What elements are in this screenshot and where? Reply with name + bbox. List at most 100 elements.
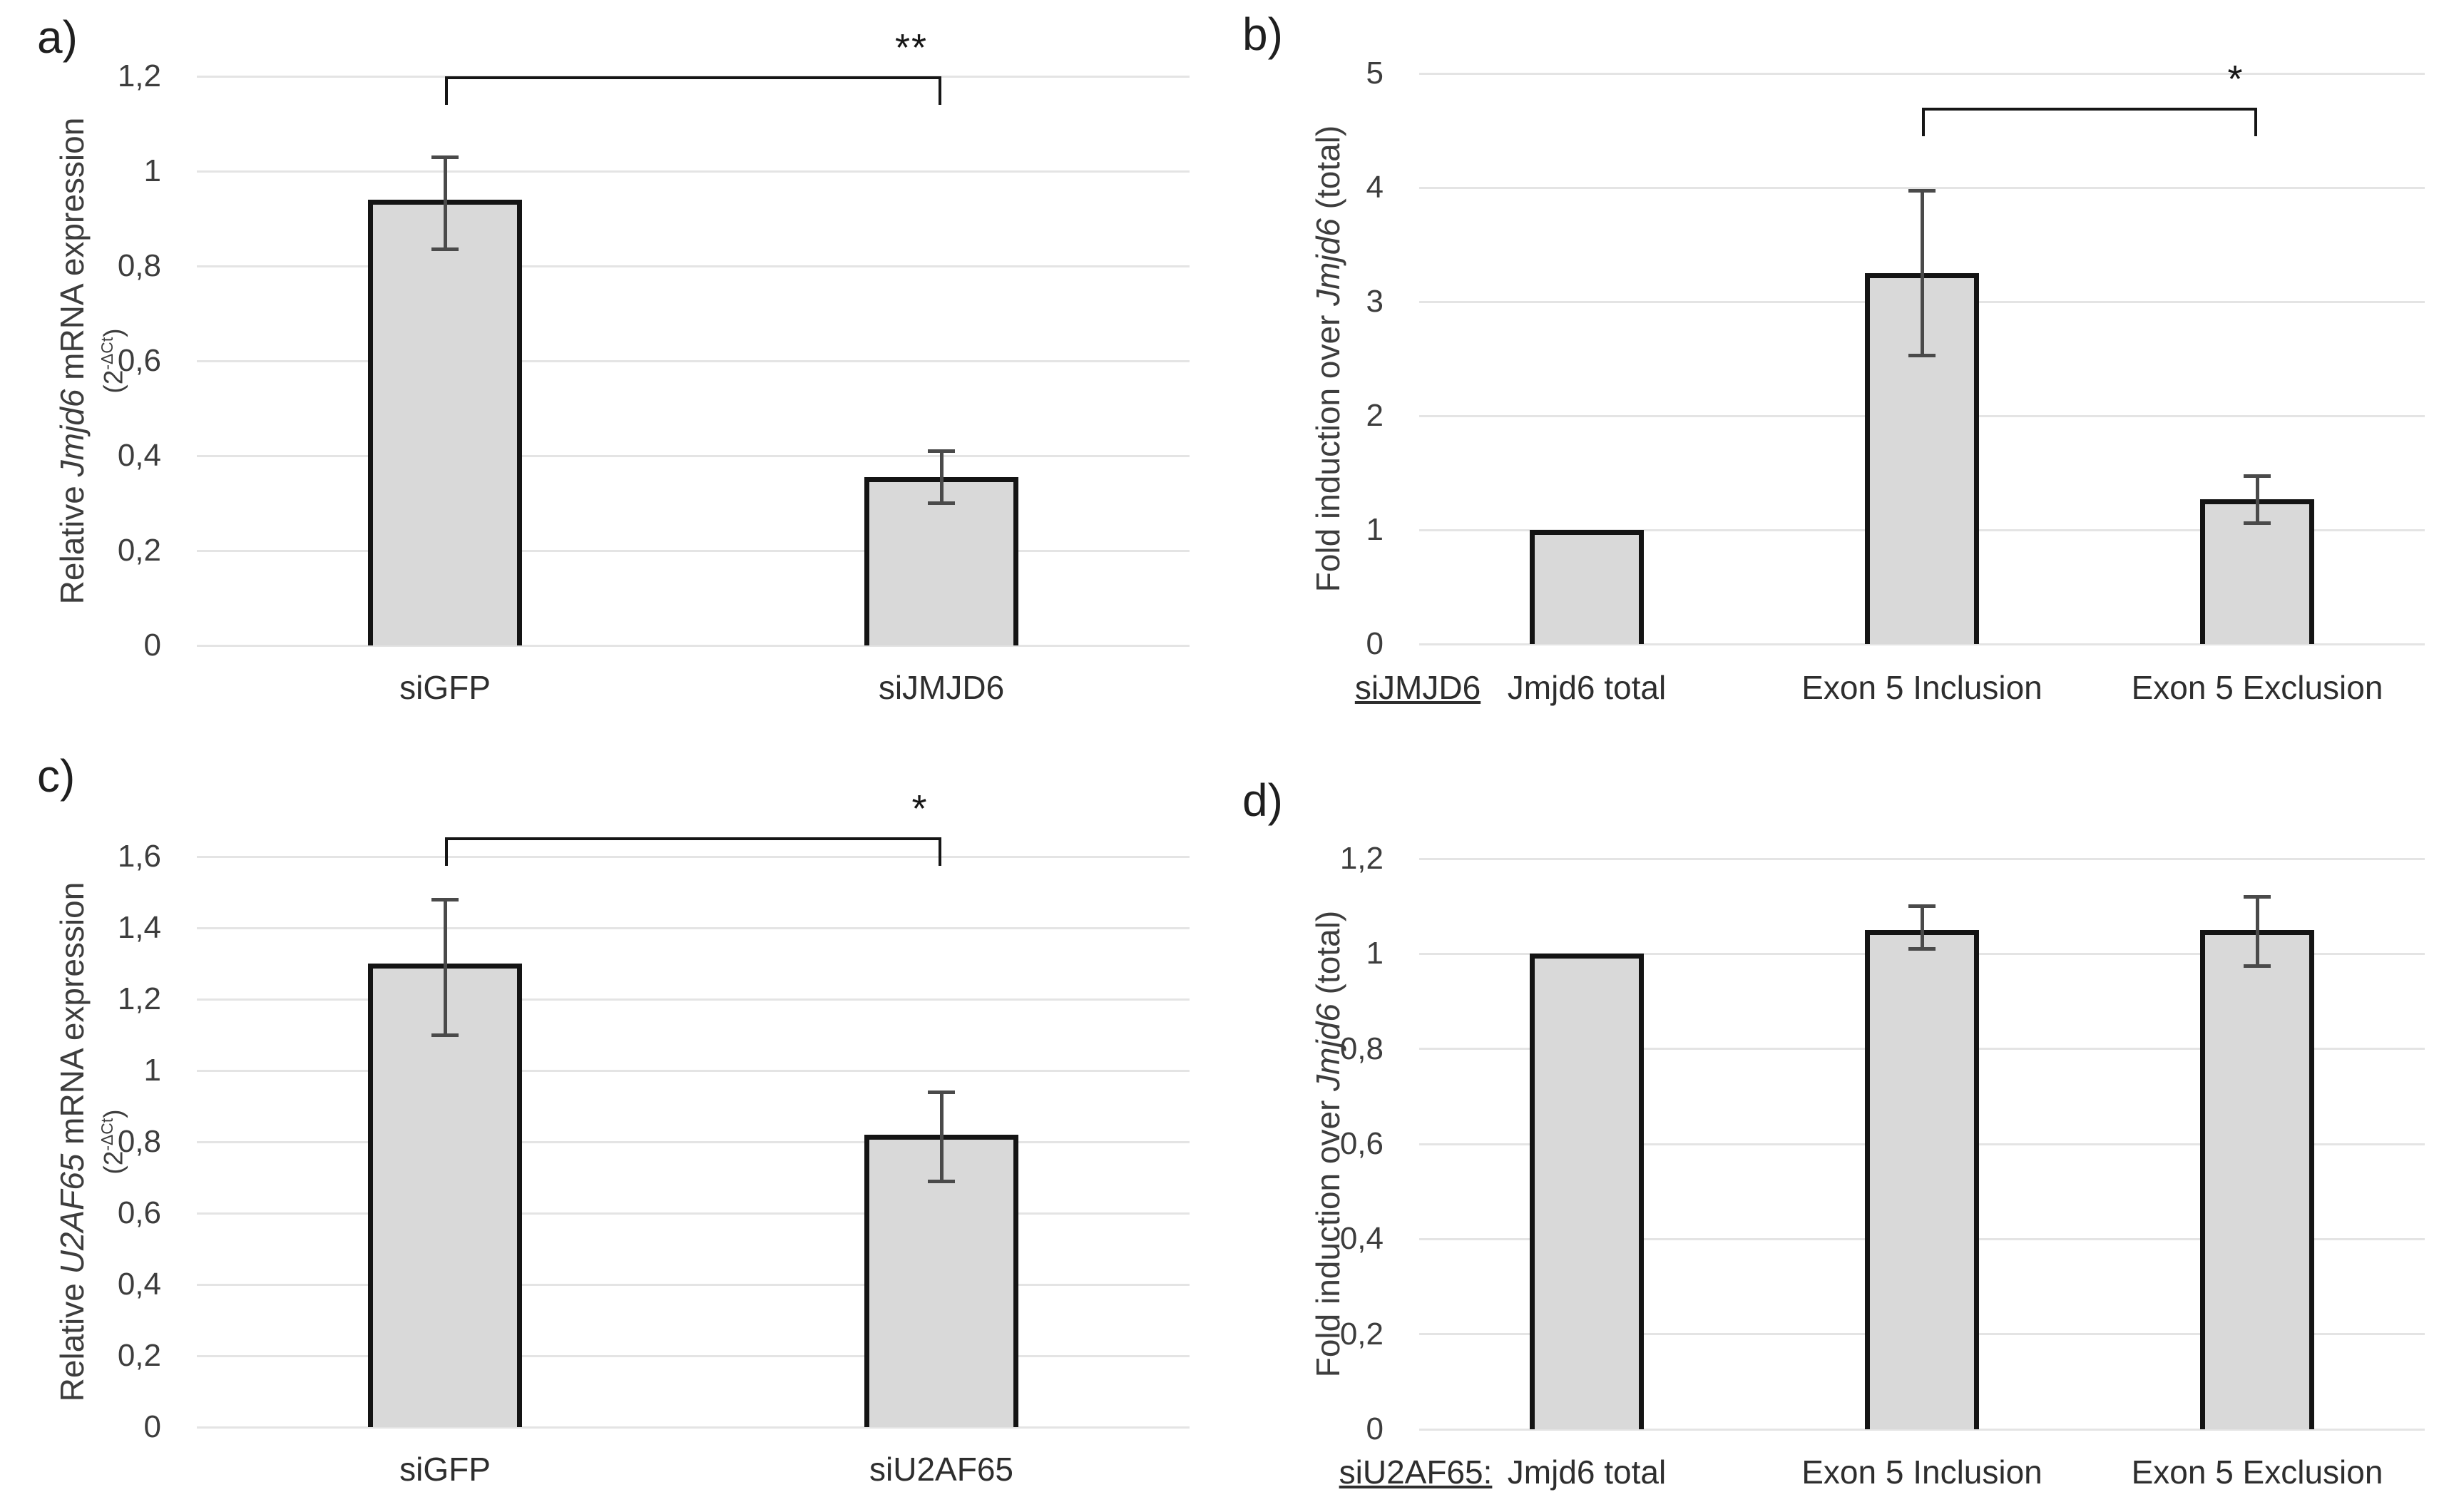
x-category-label: Exon 5 Inclusion (1801, 1454, 2042, 1491)
gene-name-italic: Jmjd6 (1309, 218, 1346, 306)
y-tick-label: 0,8 (1339, 1031, 1384, 1066)
gridline (197, 855, 1190, 858)
y-tick-label: 0,4 (117, 438, 161, 473)
y-tick-label: 0 (143, 628, 161, 663)
gridline (197, 1426, 1190, 1429)
y-tick-label: 0,6 (1339, 1126, 1384, 1161)
significance-bracket (445, 837, 941, 840)
y-tick-label: 1,4 (117, 910, 161, 945)
bar-siU2AF65 (864, 1135, 1018, 1427)
error-bar (2255, 897, 2259, 966)
x-category-label: Exon 5 Exclusion (2131, 1454, 2383, 1491)
gridline (197, 170, 1190, 173)
y-tick-label: 1 (1366, 512, 1384, 547)
y-axis-label-line: (2-ΔCt) (91, 1109, 129, 1174)
panel-letter-d: d) (1242, 775, 1283, 826)
error-bar-cap-bottom (2244, 964, 2271, 968)
gridline (197, 1212, 1190, 1215)
significance-bracket (939, 837, 941, 866)
gridline (197, 265, 1190, 267)
label-text: (2 (98, 369, 128, 394)
y-axis-label-line: Fold induction over Jmjd6 (total) (1309, 911, 1347, 1378)
y-tick-label: 1,6 (117, 839, 161, 874)
y-tick-label: 0 (1366, 626, 1384, 661)
label-text: (total) (1309, 125, 1346, 219)
y-tick-label: 0 (143, 1409, 161, 1444)
bar-siGFP (368, 964, 522, 1427)
y-tick-label: 0,2 (1339, 1316, 1384, 1352)
gene-name-italic: Jmjd6 (1309, 1003, 1346, 1091)
gene-name-italic: U2AF65 (53, 1153, 91, 1275)
y-tick-label: 1,2 (117, 58, 161, 93)
y-axis-label-line: (2-ΔCt) (91, 328, 129, 393)
significance-label: * (911, 787, 929, 830)
y-tick-label: 3 (1366, 284, 1384, 319)
y-tick-label: 1 (143, 1053, 161, 1088)
error-bar (939, 1092, 944, 1181)
y-tick-label: 0,4 (117, 1267, 161, 1302)
gridline (197, 1283, 1190, 1286)
y-tick-label: 1,2 (1339, 841, 1384, 876)
error-bar (939, 451, 944, 504)
y-axis-label-line: Relative Jmjd6 mRNA expression (53, 118, 91, 605)
y-tick-label: 0,4 (1339, 1221, 1384, 1257)
gridline (197, 644, 1190, 647)
gridline (197, 549, 1190, 552)
axis-prefix-label: siU2AF65: (1339, 1454, 1493, 1491)
significance-bracket (2254, 108, 2257, 136)
error-bar-cap-top (431, 155, 459, 159)
significance-bracket (1922, 108, 2257, 111)
bar-Jmjd6-total (1530, 530, 1644, 644)
error-bar-cap-bottom (1908, 353, 1936, 357)
significance-label: ** (894, 26, 929, 69)
x-category-label: Jmjd6 total (1507, 1454, 1667, 1491)
panel-letter-a: a) (37, 11, 78, 63)
bar-Jmjd6-total (1530, 954, 1644, 1429)
error-bar-cap-top (2244, 894, 2271, 899)
label-text: Relative (53, 476, 91, 605)
significance-bracket (939, 76, 941, 105)
y-tick-label: 0,2 (117, 533, 161, 568)
significance-label: * (2227, 58, 2244, 101)
y-tick-label: 0,6 (117, 1195, 161, 1230)
label-text: Relative (53, 1274, 91, 1402)
y-tick-label: 1 (143, 153, 161, 188)
label-text: ) (98, 328, 128, 337)
x-category-label: Exon 5 Exclusion (2131, 669, 2383, 706)
axis-prefix-label: siJMJD6 (1354, 669, 1481, 706)
x-category-label: Jmjd6 total (1507, 669, 1667, 706)
superscript-text: -ΔCt (98, 337, 117, 370)
y-tick-label: 2 (1366, 398, 1384, 433)
y-tick-label: 0,6 (117, 343, 161, 378)
bar-Exon-5-Exclusion (2200, 930, 2314, 1429)
significance-bracket (445, 76, 448, 105)
panel-letter-b: b) (1242, 9, 1283, 60)
y-axis-label: Fold induction over Jmjd6 (total) (1282, 752, 1374, 1512)
gridline (1419, 186, 2425, 189)
y-tick-label: 1,2 (117, 981, 161, 1016)
label-text: mRNA expression (53, 117, 91, 389)
error-bar (1920, 190, 1924, 356)
y-tick-label: 0 (1366, 1411, 1384, 1446)
significance-bracket (445, 76, 941, 79)
error-bar-cap-top (928, 1090, 955, 1094)
error-bar-cap-top (928, 449, 955, 453)
gridline (197, 1069, 1190, 1072)
significance-bracket (1922, 108, 1925, 136)
y-axis-label: Relative U2AF65 mRNA expression (2-ΔCt) (45, 750, 138, 1512)
error-bar-cap-top (431, 897, 459, 901)
error-bar-cap-top (2244, 474, 2271, 479)
superscript-text: -ΔCt (98, 1118, 117, 1151)
error-bar-cap-bottom (431, 247, 459, 252)
y-tick-label: 4 (1366, 170, 1384, 205)
y-axis-label-line: Fold induction over Jmjd6 (total) (1309, 126, 1347, 593)
error-bar-cap-bottom (2244, 521, 2271, 525)
gridline (1419, 857, 2425, 860)
bar-siJMJD6 (864, 476, 1018, 645)
error-bar (2255, 476, 2259, 523)
bar-Exon-5-Exclusion (2200, 499, 2314, 644)
error-bar (1920, 906, 1924, 949)
label-text: Fold induction over (1309, 305, 1346, 593)
error-bar-cap-bottom (431, 1033, 459, 1037)
